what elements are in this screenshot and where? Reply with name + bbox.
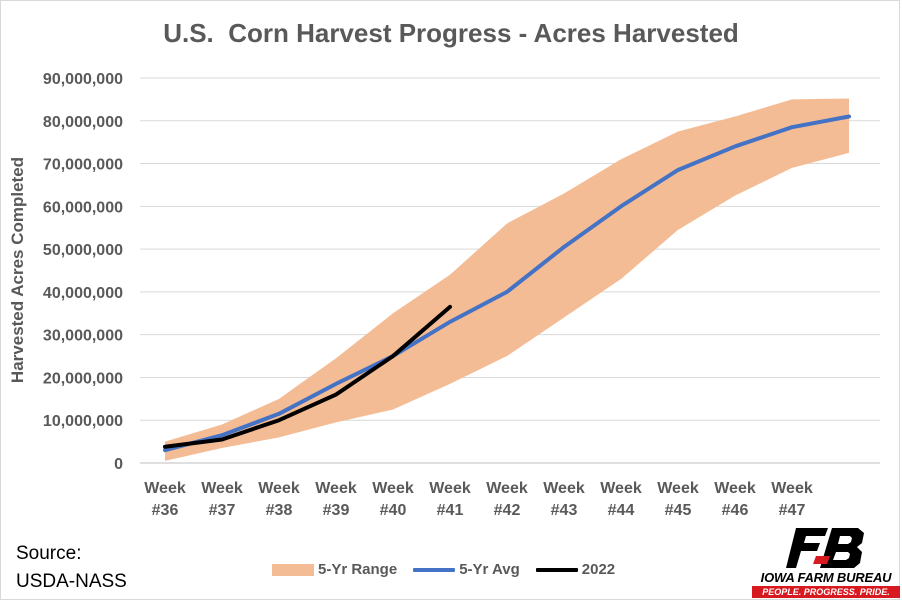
y-tick-label: 30,000,000 xyxy=(43,328,123,345)
legend-swatch-2022 xyxy=(535,567,578,572)
source-value: USDA-NASS xyxy=(16,571,127,592)
y-tick-label: 70,000,000 xyxy=(43,157,123,174)
legend-item-2022: 2022 xyxy=(535,561,616,578)
legend-label-avg: 5-Yr Avg xyxy=(459,561,520,578)
source-label: Source: xyxy=(16,543,82,564)
y-tick-label: 50,000,000 xyxy=(43,242,123,259)
farm-bureau-logo-icon xyxy=(786,528,864,568)
legend-swatch-range xyxy=(272,563,314,576)
x-tick-label: Week #45 xyxy=(657,480,699,519)
x-tick-label: Week #38 xyxy=(258,480,300,519)
source-note: Source: USDA-NASS xyxy=(16,540,127,596)
y-tick-label: 40,000,000 xyxy=(43,285,123,302)
y-tick-label: 0 xyxy=(114,456,123,473)
legend-label-range: 5-Yr Range xyxy=(318,561,398,578)
y-tick-label: 60,000,000 xyxy=(43,199,123,216)
y-tick-label: 10,000,000 xyxy=(43,413,123,430)
x-tick-label: Week #44 xyxy=(600,480,642,519)
series-line-5-yr-avg xyxy=(163,114,851,453)
x-tick-label: Week #41 xyxy=(429,480,471,519)
x-tick-label: Week #39 xyxy=(315,480,357,519)
legend-item-range: 5-Yr Range xyxy=(272,561,397,578)
legend-item-avg: 5-Yr Avg xyxy=(413,561,520,578)
logo-name: IOWA FARM BUREAU xyxy=(760,570,892,585)
chart-title: U.S. Corn Harvest Progress - Acres Harve… xyxy=(163,18,739,48)
y-tick-label: 90,000,000 xyxy=(43,71,123,88)
range-band xyxy=(165,98,849,461)
y-tick-label: 20,000,000 xyxy=(43,370,123,387)
legend-label-2022: 2022 xyxy=(581,561,616,578)
x-tick-label: Week #43 xyxy=(543,480,585,519)
legend-swatch-avg xyxy=(413,567,456,572)
y-tick-label: 80,000,000 xyxy=(43,114,123,131)
x-tick-label: Week #36 xyxy=(144,480,186,519)
logo-tagline: PEOPLE. PROGRESS. PRIDE. xyxy=(752,586,900,598)
chart-legend: 5-Yr Range 5-Yr Avg 2022 xyxy=(272,561,615,578)
series-line-2022 xyxy=(163,304,452,449)
x-tick-label: Week #47 xyxy=(771,480,813,519)
x-tick-label: Week #40 xyxy=(372,480,414,519)
x-tick-label: Week #46 xyxy=(714,480,756,519)
iowa-farm-bureau-logo: IOWA FARM BUREAU PEOPLE. PROGRESS. PRIDE… xyxy=(752,528,900,598)
x-tick-label: Week #37 xyxy=(201,480,243,519)
x-tick-label: Week #42 xyxy=(486,480,528,519)
